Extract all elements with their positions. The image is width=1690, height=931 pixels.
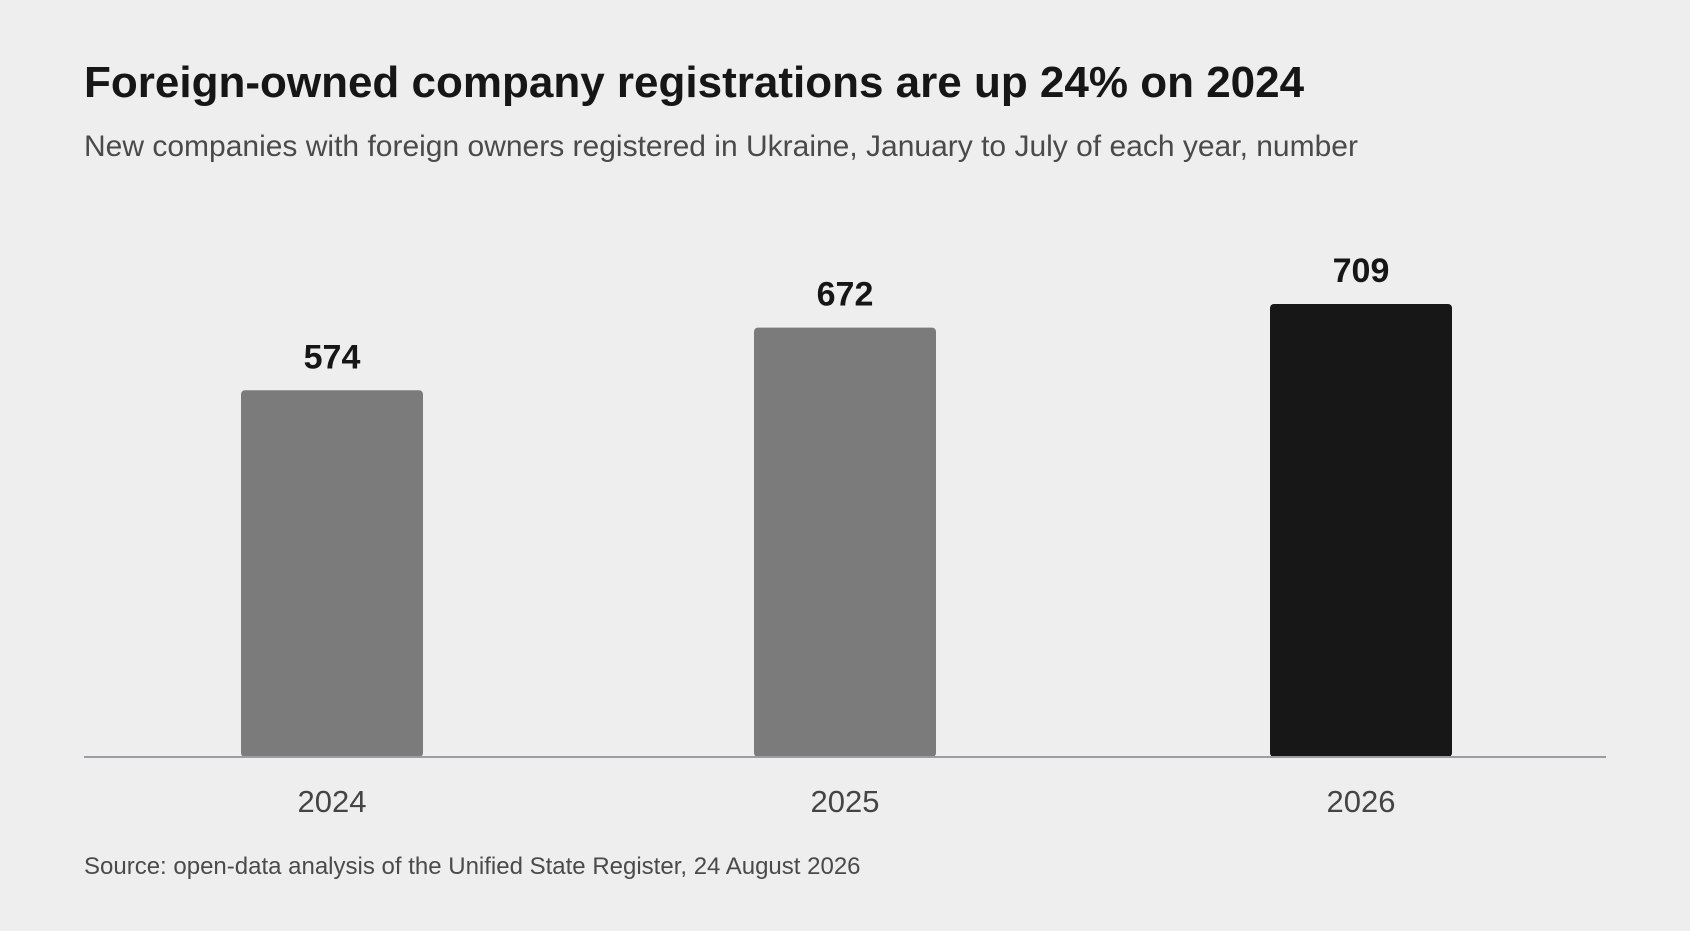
- data-label-2025: 672: [817, 276, 874, 314]
- data-label-2024: 574: [304, 338, 361, 376]
- x-tick-label-2025: 2025: [811, 784, 880, 819]
- x-tick-label-2026: 2026: [1327, 784, 1396, 819]
- bar-2025: [754, 327, 936, 757]
- bar-2024: [241, 390, 423, 757]
- chart-title: Foreign-owned company registrations are …: [84, 58, 1305, 107]
- bar-2026: [1270, 304, 1452, 757]
- chart-subtitle: New companies with foreign owners regist…: [84, 130, 1358, 163]
- x-tick-label-2024: 2024: [298, 784, 367, 819]
- data-label-2026: 709: [1333, 252, 1390, 290]
- source-note: Source: open-data analysis of the Unifie…: [84, 853, 861, 880]
